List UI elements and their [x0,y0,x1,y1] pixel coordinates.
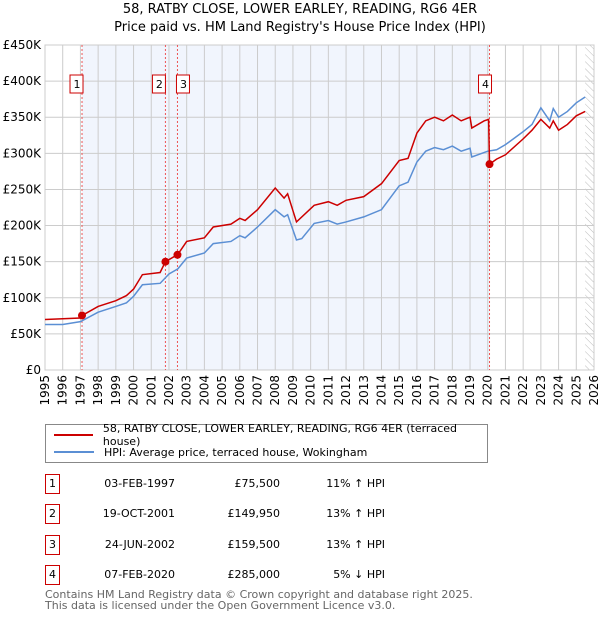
sale-point [173,250,182,259]
x-tick-label: 2017 [428,375,442,406]
chart-title: 58, RATBY CLOSE, LOWER EARLEY, READING, … [122,2,478,17]
x-tick-label: 2006 [233,375,247,406]
x-tick-label: 2023 [534,375,548,406]
y-tick-label: £350K [3,110,43,124]
x-tick-label: 1997 [73,375,87,406]
legend: 58, RATBY CLOSE, LOWER EARLEY, READING, … [45,422,488,463]
x-tick-label: 1998 [91,375,105,406]
x-tick-label: 2021 [498,375,512,406]
x-tick-label: 1995 [38,375,52,406]
y-tick-label: £300K [3,146,43,160]
transaction-date: 07-FEB-2020 [104,567,175,581]
sale-point [485,160,494,169]
transaction-number: 3 [45,534,60,555]
footer-line-1: Contains HM Land Registry data © Crown c… [45,588,473,601]
x-tick-label: 2002 [162,375,176,406]
transaction-row: 3 24-JUN-2002 £159,500 13% ↑ HPI [45,534,485,555]
sale-label: 2 [156,78,163,91]
y-tick-label: £250K [3,182,43,196]
x-tick-label: 2001 [144,375,158,406]
x-tick-label: 2003 [180,375,194,406]
sale-label-box [69,74,84,94]
transaction-date: 03-FEB-1997 [104,477,175,490]
legend-label: 58, RATBY CLOSE, LOWER EARLEY, READING, … [102,422,457,448]
x-tick-label: 2013 [357,375,371,406]
sale-point [78,311,87,320]
x-tick-label: 2016 [410,375,424,406]
transaction-hpi-diff: 13% ↑ HPI [326,507,385,521]
legend-item-property: 58, RATBY CLOSE, LOWER EARLEY, READING, … [54,422,487,448]
sale-label-box [175,74,190,94]
x-tick-label: 2008 [268,375,282,406]
transaction-number: 4 [45,564,60,585]
x-tick-label: 2005 [215,375,229,406]
x-tick-label: 2000 [127,375,141,406]
series-line [44,110,586,321]
transaction-price: £285,000 [227,567,281,581]
transaction-hpi-diff: 11% ↑ HPI [326,477,385,490]
forecast-hatch [585,45,594,370]
sale-label-box [478,74,493,94]
transaction-row: 1 03-FEB-1997 £75,500 11% ↑ HPI [45,474,485,494]
y-tick-label: £450K [3,38,43,52]
x-tick-label: 2009 [286,375,300,406]
footer-line-2: This data is licensed under the Open Gov… [45,599,396,612]
x-tick-label: 2004 [197,375,211,406]
transaction-date: 24-JUN-2002 [104,537,175,551]
transaction-price: £149,950 [227,507,281,521]
transaction-date: 19-OCT-2001 [102,507,175,521]
chart-subtitle: Price paid vs. HM Land Registry's House … [114,20,486,35]
legend-swatch-blue [54,451,94,453]
x-tick-label: 2026 [587,375,600,406]
transaction-row: 4 07-FEB-2020 £285,000 5% ↓ HPI [45,564,485,585]
x-tick-label: 2007 [251,375,265,406]
legend-swatch-red [54,434,93,436]
sale-label: 3 [180,78,187,91]
series-line [45,96,586,326]
y-tick-label: £100K [3,291,43,305]
transaction-price: £75,500 [234,477,281,490]
x-tick-label: 2012 [339,375,353,406]
y-tick-label: £400K [3,74,43,88]
sale-point [161,257,170,266]
transaction-hpi-diff: 5% ↓ HPI [333,567,385,581]
y-tick-label: £0 [26,363,41,377]
x-tick-label: 2014 [374,375,388,406]
x-tick-label: 2018 [445,375,459,406]
x-tick-label: 2024 [552,375,566,406]
footer: Contains HM Land Registry data © Crown c… [45,589,473,611]
x-tick-label: 2020 [481,375,495,406]
x-tick-label: 2015 [392,375,406,406]
x-tick-label: 2010 [304,375,318,406]
x-tick-label: 2019 [463,375,477,406]
x-tick-label: 1996 [56,375,70,406]
transaction-number: 2 [45,504,60,525]
transaction-hpi-diff: 13% ↑ HPI [326,537,385,551]
transaction-number: 1 [45,474,60,494]
legend-label: HPI: Average price, terraced house, Woki… [104,445,368,459]
y-tick-label: £150K [3,255,43,269]
x-tick-label: 2022 [516,375,530,406]
transaction-row: 2 19-OCT-2001 £149,950 13% ↑ HPI [45,504,485,525]
legend-item-hpi: HPI: Average price, terraced house, Woki… [54,444,367,460]
x-tick-label: 2011 [321,375,335,406]
x-tick-label: 2025 [569,375,583,406]
ownership-shading [82,45,490,370]
sale-label: 1 [74,78,81,91]
plot-area: £0 £50K £100K £150K £200K £250K £300K £350K £400… [3,38,600,406]
transaction-price: £159,500 [227,537,281,551]
y-tick-label: £200K [3,219,43,233]
sale-label: 4 [482,78,489,91]
y-tick-label: £50K [10,327,42,341]
x-tick-label: 1999 [109,375,123,406]
sale-label-box [151,74,166,94]
